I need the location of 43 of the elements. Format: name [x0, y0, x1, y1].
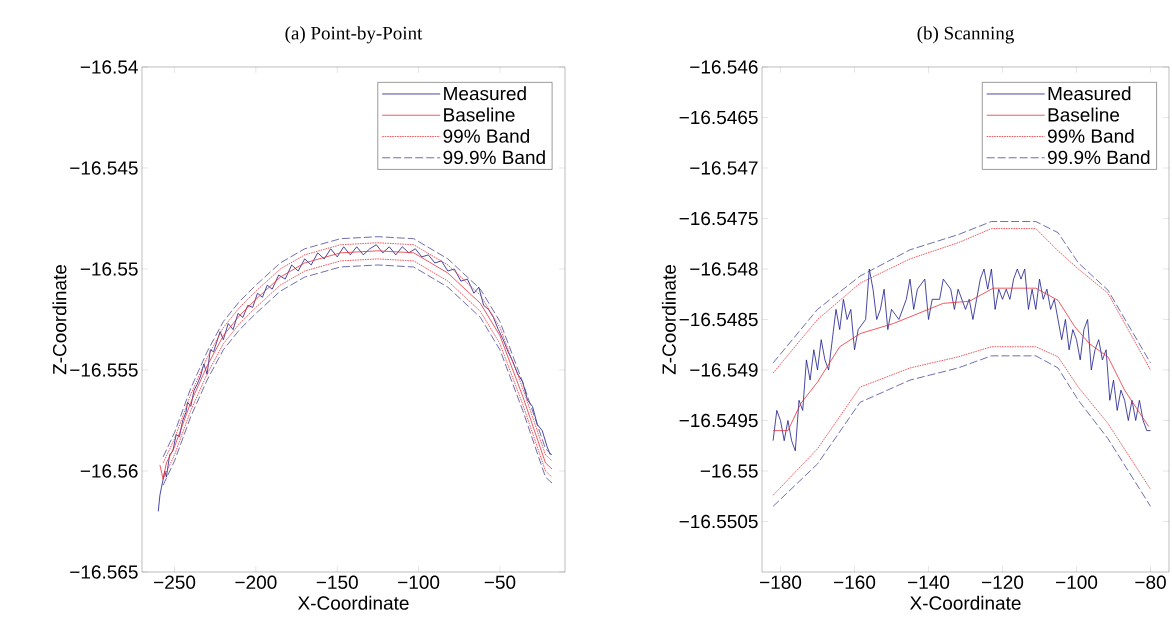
y-tick-label: −16.5505 [679, 514, 758, 529]
x-tick-label: −100 [1056, 575, 1098, 589]
y-tick-label: −16.549 [690, 363, 758, 377]
legend-label: Baseline [444, 107, 515, 122]
legend-label: 99% Band [1047, 128, 1134, 143]
x-tick-label: −120 [982, 575, 1024, 589]
chart-title: (a) Point-by-Point [285, 26, 423, 44]
y-tick-label: −16.5485 [679, 312, 758, 327]
legend-label: 99.9% Band [1047, 150, 1150, 165]
line-series [772, 268, 1151, 452]
y-tick-label: −16.56 [80, 464, 138, 478]
x-tick-label: −250 [154, 575, 196, 589]
legend-label: 99% Band [443, 128, 529, 143]
y-tick-label: −16.5495 [679, 413, 758, 428]
x-tick-label: −180 [760, 575, 802, 589]
legend-label: Baseline [1048, 107, 1120, 122]
legend-label: Measured [1048, 86, 1131, 101]
y-axis-title: Z-Coordinate [661, 264, 676, 375]
legend-label: Measured [444, 86, 526, 101]
y-tick-label: −16.5465 [679, 110, 758, 125]
legend-label: 99.9% Band [443, 150, 545, 165]
x-tick-label: −80 [1135, 575, 1166, 589]
x-tick-label: −150 [316, 575, 358, 589]
x-axis-title: X-Coordinate [909, 595, 1021, 610]
y-tick-label: −16.55 [80, 262, 138, 276]
x-tick-label: −200 [235, 575, 277, 589]
x-tick-label: −100 [398, 575, 440, 589]
y-tick-label: −16.55 [700, 464, 758, 478]
y-tick-label: −16.545 [70, 161, 138, 175]
x-tick-label: −160 [834, 575, 876, 589]
x-axis-title: X-Coordinate [297, 595, 409, 610]
y-tick-label: −16.548 [690, 262, 758, 276]
y-tick-label: −16.546 [690, 60, 758, 74]
y-tick-label: −16.547 [690, 161, 758, 175]
y-axis-title: Z-Coordinate [52, 264, 67, 375]
y-tick-label: −16.555 [70, 363, 138, 377]
x-tick-label: −50 [484, 575, 516, 589]
y-tick-label: −16.5475 [679, 211, 758, 226]
line-series [772, 287, 1150, 431]
y-tick-label: −16.54 [80, 60, 138, 74]
x-tick-label: −140 [908, 575, 950, 589]
chart-title: (b) Scanning [917, 26, 1014, 44]
y-tick-label: −16.565 [70, 565, 138, 579]
